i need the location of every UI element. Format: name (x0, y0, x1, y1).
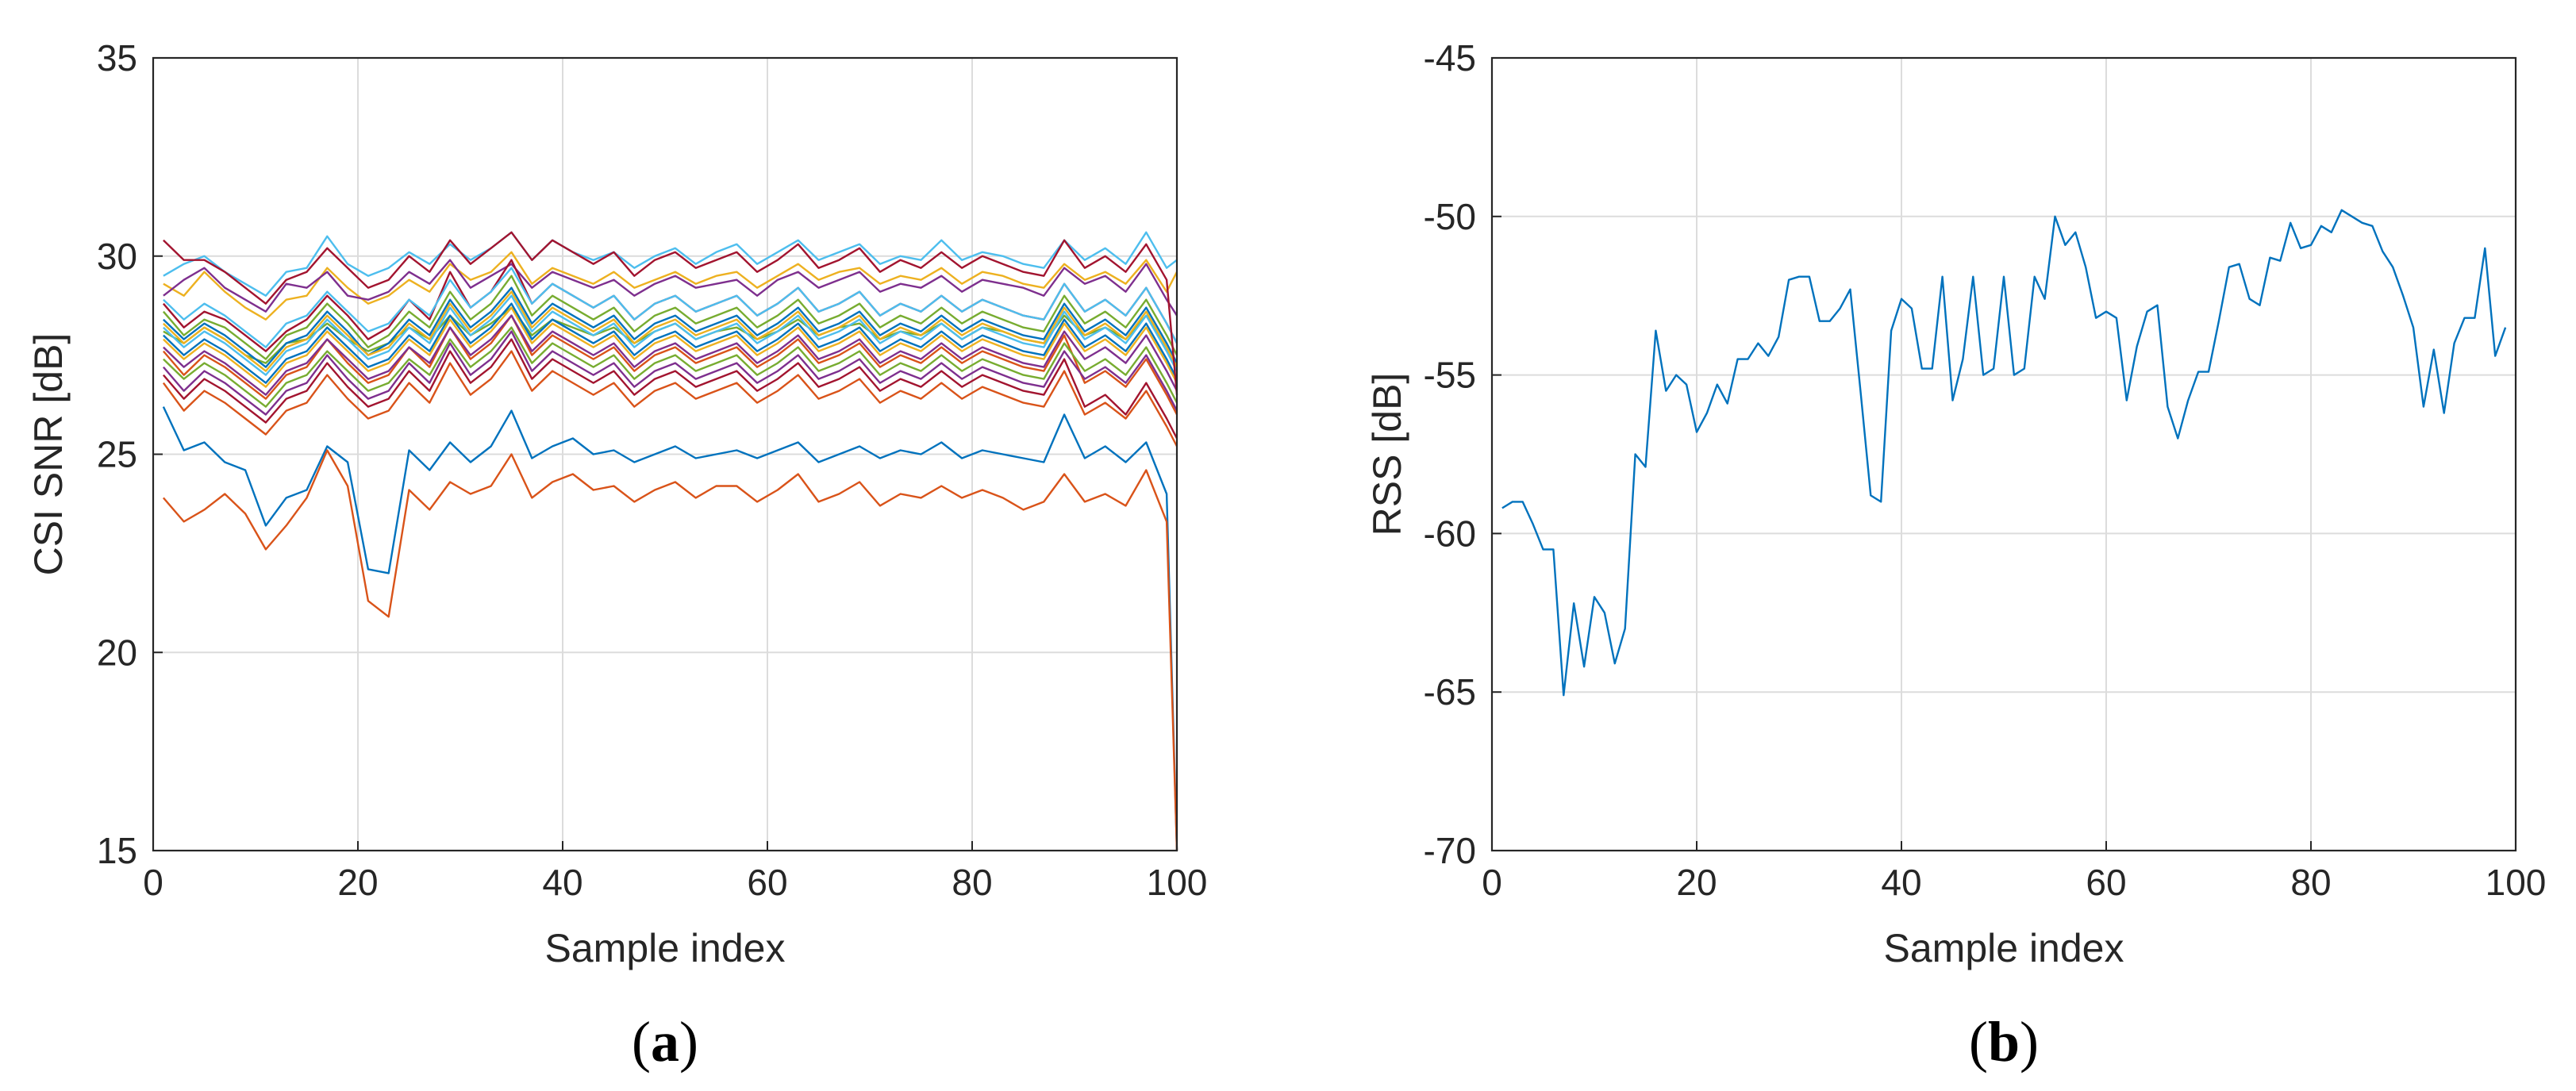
chart-a-series-13-line (163, 294, 1178, 376)
chart-b-axes-frame (1490, 56, 2517, 852)
chart-a-ytick-label: 20 (97, 632, 137, 673)
chart-a-series-11-line (162, 330, 1178, 416)
chart-a-series-10-line (163, 306, 1178, 388)
chart-b-caption: (b) (1969, 1010, 2039, 1074)
chart-a-series-17-line (163, 290, 1178, 372)
chart-a-series-group (162, 231, 1178, 851)
chart-a-series-15-line (163, 302, 1178, 384)
chart-a-series-19-line (163, 326, 1178, 408)
chart-b-ytick-label: -65 (1424, 671, 1476, 713)
chart-a-series-3-line (163, 251, 1178, 321)
chart-a-ytick-label: 35 (97, 37, 137, 79)
chart-a-series-20-line (163, 267, 1178, 348)
chart-b-ytick-label: -70 (1424, 830, 1476, 871)
chart-a-xlabel: Sample index (545, 926, 786, 970)
chart-b-ytick-label: -50 (1424, 196, 1476, 237)
chart-a-series-12-line (162, 275, 1178, 360)
chart-a-ylabel: CSI SNR [dB] (26, 333, 71, 576)
chart-b-xtick-label: 20 (1676, 862, 1717, 903)
chart-a-series-18-line (163, 314, 1178, 396)
chart-b-ytick-label: -45 (1424, 37, 1476, 79)
chart-a-series-21-line (163, 231, 1178, 395)
chart-b-xtick-label: 40 (1881, 862, 1921, 903)
chart-a-ticks: 0 20 40 60 80 100 15 20 25 30 35 (97, 37, 1208, 903)
chart-a-xtick-label: 60 (747, 862, 787, 903)
chart-b-ylabel: RSS [dB] (1365, 373, 1409, 536)
chart-b-xtick-label: 80 (2290, 862, 2331, 903)
chart-b-ytick-label: -55 (1424, 355, 1476, 396)
chart-b-xtick-label: 60 (2086, 862, 2126, 903)
chart-a-caption: (a) (632, 1010, 698, 1074)
chart-a-ytick-label: 30 (97, 236, 137, 277)
chart-b-rss: 0 20 40 60 80 100 -70 -65 -60 -55 -50 -45 Sample in… (1365, 37, 2546, 1074)
chart-a-xtick-label: 40 (542, 862, 582, 903)
chart-b-series-1-line (1501, 209, 2507, 697)
chart-a-series-14-line (162, 338, 1178, 440)
chart-a-ytick-label: 15 (97, 830, 137, 871)
chart-b-ytick-label: -60 (1424, 513, 1476, 554)
chart-b-xlabel: Sample index (1884, 926, 2124, 970)
chart-a-series-8-line (163, 286, 1178, 368)
chart-a-series-16-line (162, 350, 1178, 448)
chart-a-ytick-label: 25 (97, 434, 137, 475)
chart-a-csi-snr: 0 20 40 60 80 100 15 20 25 30 35 Sample index CSI … (26, 37, 1207, 1074)
chart-a-series-2-line (162, 449, 1178, 851)
chart-a-xtick-label: 20 (337, 862, 378, 903)
chart-b-series-group (1501, 209, 2507, 697)
chart-a-xtick-label: 80 (952, 862, 992, 903)
chart-b-ticks: 0 20 40 60 80 100 -70 -65 -60 -55 -50 -45 (1424, 37, 2547, 903)
chart-a-series-4-line (163, 259, 1178, 317)
chart-a-series-6-line (163, 231, 1178, 297)
chart-b-xtick-label: 0 (1482, 862, 1502, 903)
chart-b-xtick-label: 100 (2486, 862, 2547, 903)
chart-a-series-1-line (162, 406, 1178, 851)
chart-a-xtick-label: 0 (143, 862, 163, 903)
chart-a-xtick-label: 100 (1147, 862, 1208, 903)
